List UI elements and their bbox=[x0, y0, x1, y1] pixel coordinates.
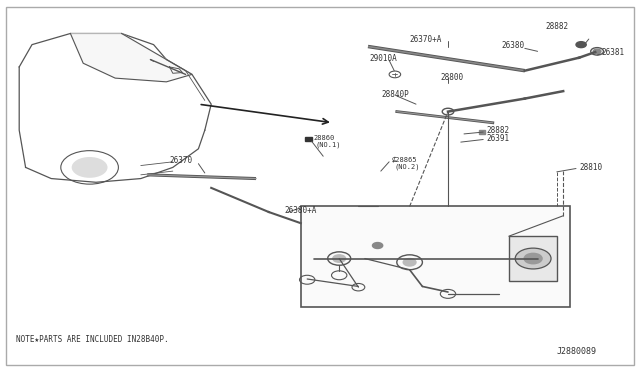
Text: ⊈28865: ⊈28865 bbox=[392, 157, 417, 163]
Circle shape bbox=[372, 243, 383, 248]
Text: J2880089: J2880089 bbox=[557, 347, 596, 356]
Bar bbox=[301, 206, 570, 307]
Text: (NO.1): (NO.1) bbox=[316, 141, 341, 148]
Bar bbox=[305, 137, 312, 141]
Circle shape bbox=[593, 49, 601, 54]
Text: 29010A: 29010A bbox=[369, 54, 397, 63]
Bar bbox=[479, 130, 485, 134]
Bar bbox=[509, 236, 557, 281]
Circle shape bbox=[72, 157, 108, 178]
Text: 26381: 26381 bbox=[602, 48, 625, 57]
Text: 28882: 28882 bbox=[546, 22, 569, 31]
Circle shape bbox=[515, 248, 551, 269]
Polygon shape bbox=[70, 33, 192, 82]
Text: 28800: 28800 bbox=[440, 73, 463, 81]
Text: 26370: 26370 bbox=[170, 156, 193, 165]
Circle shape bbox=[403, 259, 416, 266]
Text: 28810: 28810 bbox=[579, 163, 602, 172]
Text: 26370+A: 26370+A bbox=[410, 35, 442, 44]
Text: NOTE★PARTS ARE INCLUDED IN28B40P.: NOTE★PARTS ARE INCLUDED IN28B40P. bbox=[16, 335, 168, 344]
Circle shape bbox=[524, 253, 542, 264]
Text: 28840P: 28840P bbox=[381, 90, 409, 99]
Circle shape bbox=[576, 42, 586, 48]
Text: 28882: 28882 bbox=[486, 126, 509, 135]
Circle shape bbox=[333, 255, 346, 262]
Text: 28860: 28860 bbox=[314, 135, 335, 141]
Text: 26391: 26391 bbox=[486, 134, 509, 143]
Text: 26380+A: 26380+A bbox=[285, 206, 317, 215]
Text: 26380: 26380 bbox=[501, 41, 524, 50]
Text: (NO.2): (NO.2) bbox=[395, 163, 420, 170]
